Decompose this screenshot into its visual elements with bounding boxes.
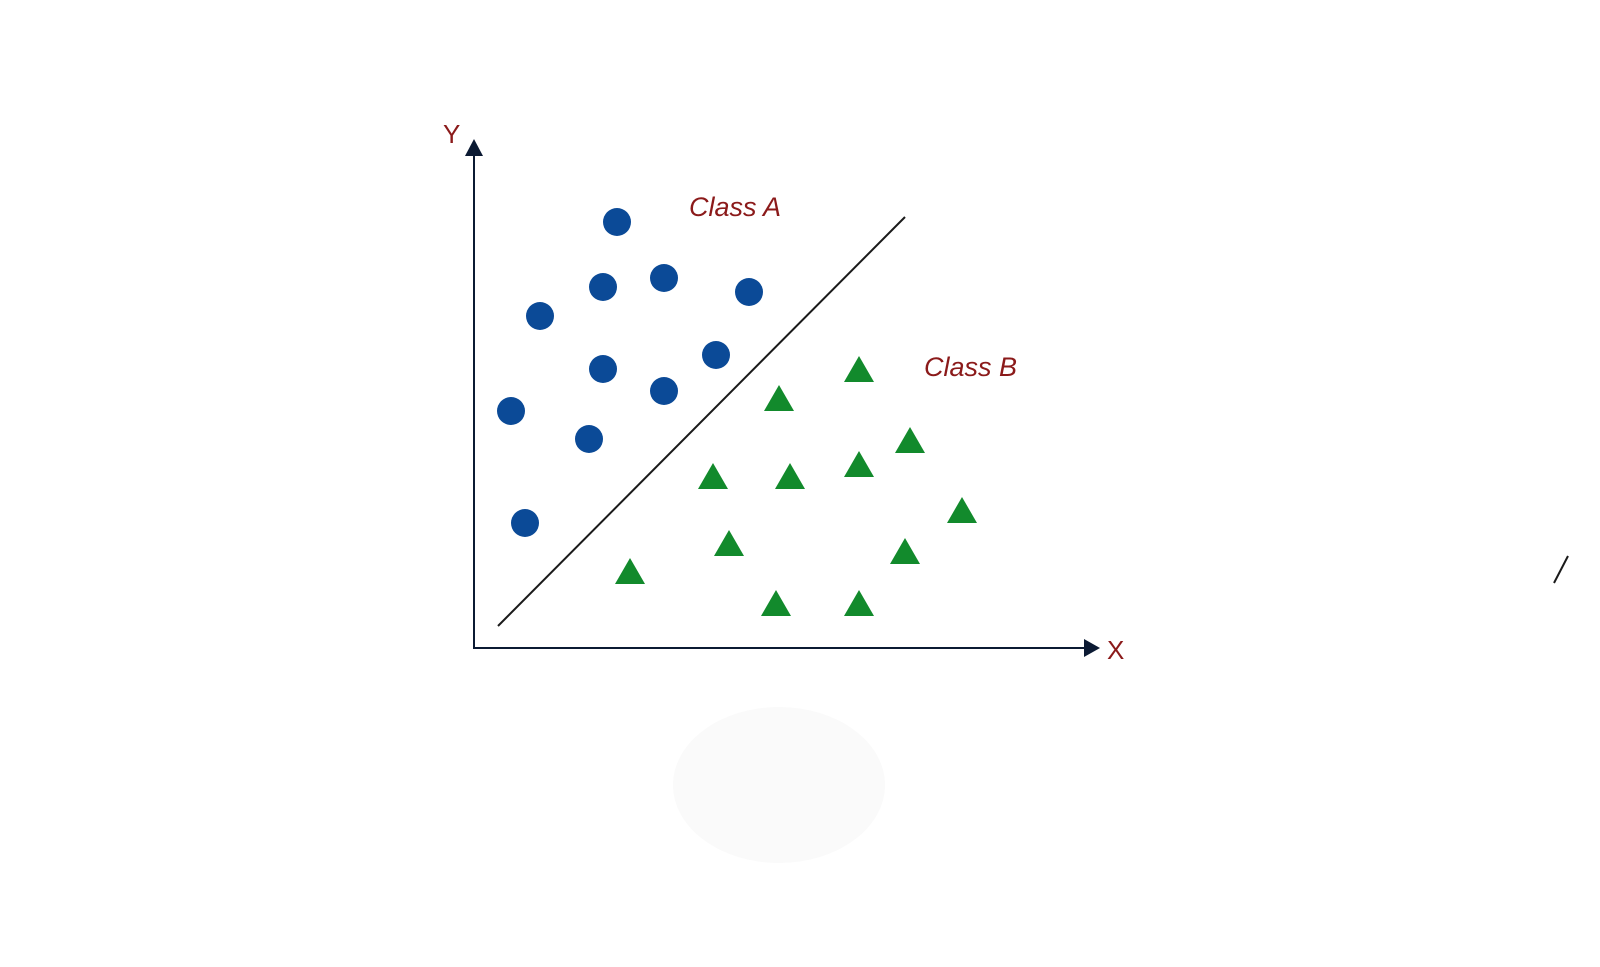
class-b-point [714,530,744,556]
class-a-point [526,302,554,330]
class-a-point [650,264,678,292]
class-a-points [497,208,763,537]
class-b-point [844,451,874,477]
class-a-point [589,355,617,383]
y-axis-label: Y [443,119,460,149]
class-b-point [775,463,805,489]
class-a-point [589,273,617,301]
decision-boundary-line [497,216,906,627]
class-a-point [497,397,525,425]
x-axis-label: X [1107,635,1124,665]
class-a-point [650,377,678,405]
class-a-point [702,341,730,369]
class-b-point [895,427,925,453]
class-a-point [735,278,763,306]
class-b-point [844,356,874,382]
y-axis-arrowhead [465,139,483,156]
faint-background-ellipse [673,707,885,863]
class-b-point [698,463,728,489]
class-b-point [761,590,791,616]
class-a-label: Class A [689,192,781,222]
class-b-label: Class B [924,352,1017,382]
class-b-point [615,558,645,584]
class-b-points [615,356,977,616]
class-b-point [764,385,794,411]
class-a-point [575,425,603,453]
class-b-point [844,590,874,616]
class-b-point [947,497,977,523]
x-axis-arrowhead [1084,639,1100,657]
class-b-point [890,538,920,564]
class-a-point [511,509,539,537]
class-a-point [603,208,631,236]
edge-line-fragment [1553,555,1569,584]
